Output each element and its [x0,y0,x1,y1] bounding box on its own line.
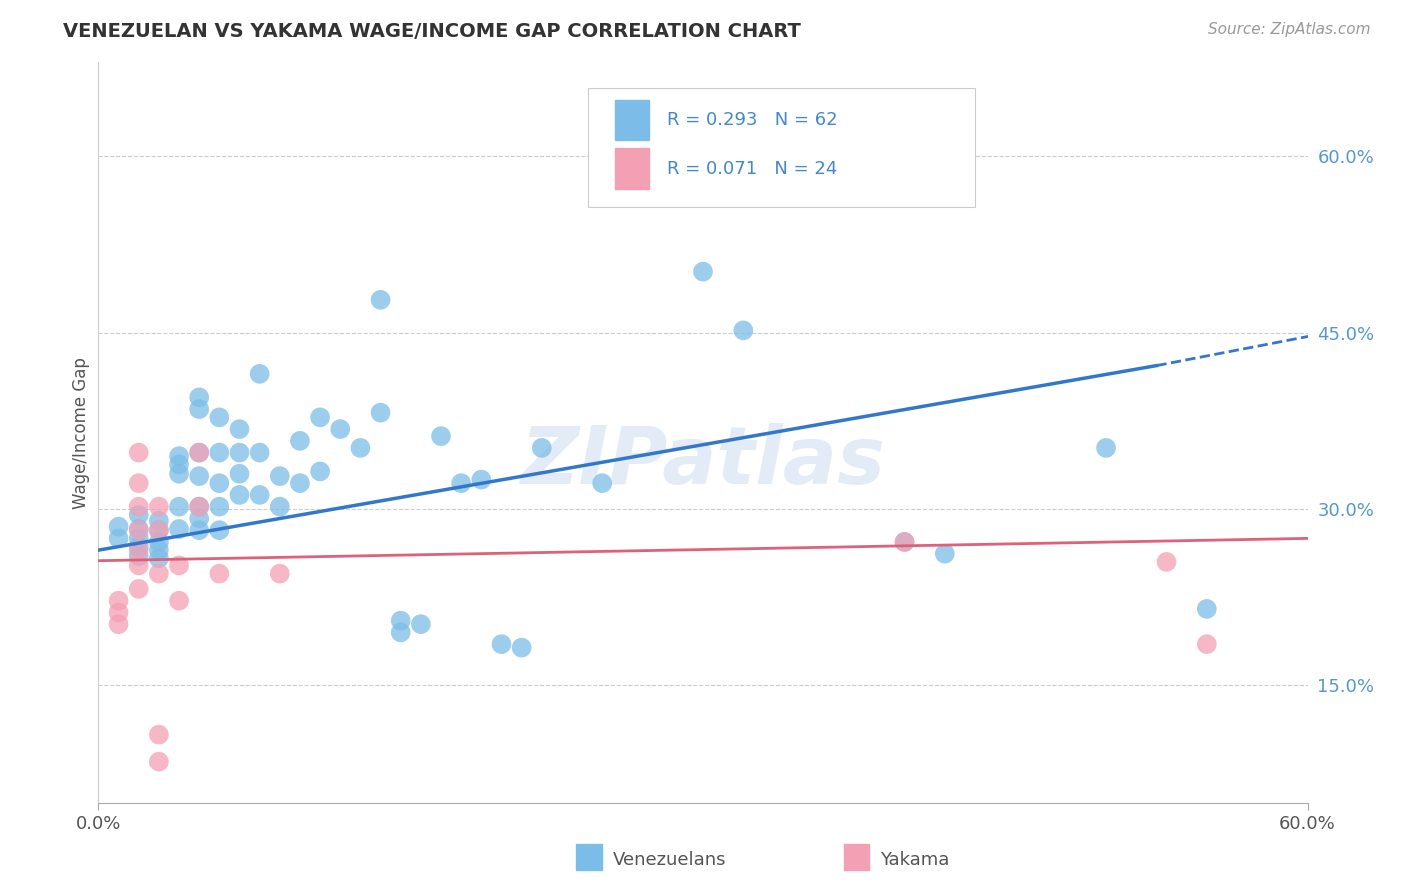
Point [188,469,211,483]
Point [470,473,492,487]
FancyBboxPatch shape [588,88,976,207]
Point [167,500,190,514]
Text: ZIPatlas: ZIPatlas [520,423,886,501]
Point [128,532,150,546]
Point [148,551,170,566]
Point [269,566,291,581]
Point [249,488,271,502]
Point [208,410,231,425]
Point [249,367,271,381]
Point [1195,602,1218,616]
Text: Source: ZipAtlas.com: Source: ZipAtlas.com [1208,22,1371,37]
Point [128,522,150,536]
Point [128,508,150,522]
Point [1195,637,1218,651]
Point [228,467,250,481]
Point [188,402,211,417]
Point [128,523,150,537]
Point [893,535,915,549]
Point [409,617,432,632]
Point [1095,441,1118,455]
Point [692,265,714,279]
Text: Yakama: Yakama [880,851,949,869]
Point [148,755,170,769]
Point [450,476,472,491]
Point [148,514,170,528]
Point [349,441,371,455]
Text: VENEZUELAN VS YAKAMA WAGE/INCOME GAP CORRELATION CHART: VENEZUELAN VS YAKAMA WAGE/INCOME GAP COR… [63,22,801,41]
Point [208,500,231,514]
Point [733,323,755,337]
Point [188,523,211,537]
Point [107,532,129,546]
Point [370,406,392,420]
Y-axis label: Wage/Income Gap: Wage/Income Gap [72,357,90,508]
Point [128,543,150,558]
Point [188,500,211,514]
Point [491,637,513,651]
Point [188,511,211,525]
Point [167,458,190,472]
Point [167,467,190,481]
Point [107,606,129,620]
Point [208,566,231,581]
Point [148,543,170,558]
Point [934,547,956,561]
Point [309,464,332,478]
Point [128,582,150,596]
Point [208,523,231,537]
Point [188,445,211,459]
Point [510,640,533,655]
Text: R = 0.293   N = 62: R = 0.293 N = 62 [666,111,838,129]
Point [167,449,190,463]
Point [188,390,211,404]
Point [128,476,150,491]
Point [148,566,170,581]
Text: R = 0.071   N = 24: R = 0.071 N = 24 [666,160,837,178]
Point [128,445,150,459]
Point [288,476,311,491]
Point [208,476,231,491]
Point [167,522,190,536]
Point [389,625,412,640]
Point [591,476,613,491]
Bar [614,100,648,140]
Point [389,614,412,628]
Point [188,445,211,459]
Point [148,523,170,537]
Point [1156,555,1178,569]
Point [107,617,129,632]
Point [430,429,453,443]
Point [288,434,311,448]
Point [228,445,250,459]
Point [309,410,332,425]
Point [188,500,211,514]
Point [148,535,170,549]
Point [128,558,150,573]
Point [128,549,150,563]
Point [269,469,291,483]
Point [148,523,170,537]
Point [228,422,250,436]
Point [148,728,170,742]
Point [107,519,129,533]
Point [148,500,170,514]
Point [249,445,271,459]
Point [530,441,553,455]
Point [208,445,231,459]
Point [167,558,190,573]
Point [107,593,129,607]
Point [128,540,150,554]
Point [128,500,150,514]
Point [228,488,250,502]
Text: Venezuelans: Venezuelans [613,851,727,869]
Point [329,422,352,436]
Bar [614,148,648,189]
Point [893,535,915,549]
Point [167,593,190,607]
Point [370,293,392,307]
Point [269,500,291,514]
